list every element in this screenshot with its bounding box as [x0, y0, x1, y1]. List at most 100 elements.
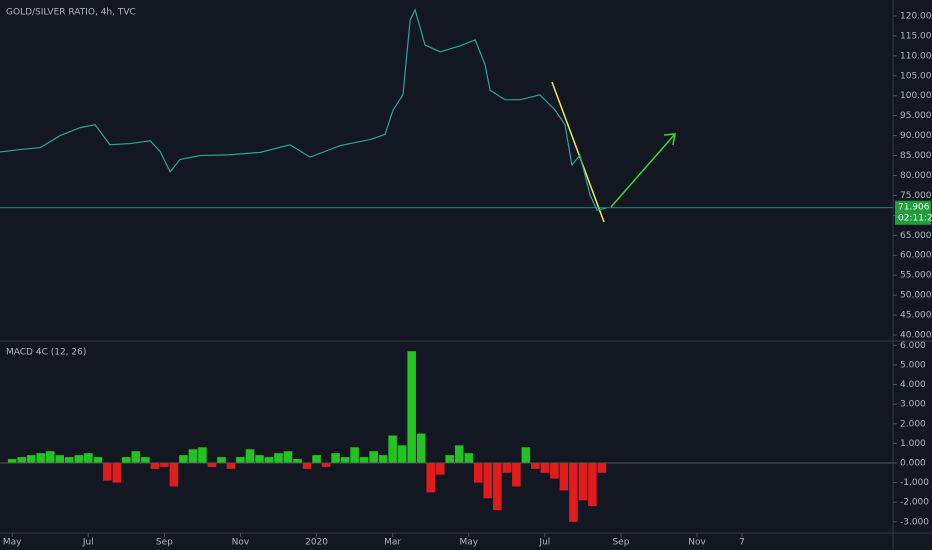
histogram-bar	[397, 445, 407, 463]
histogram-bar	[17, 457, 26, 463]
histogram-bar	[435, 462, 445, 475]
y-tick-label: 95.000	[900, 111, 932, 121]
x-tick-label: Sep	[612, 538, 629, 548]
histogram-bar	[502, 462, 512, 473]
histogram-bar	[331, 453, 340, 463]
histogram-bar	[293, 459, 302, 463]
y-tick-label: 50.000	[900, 291, 932, 301]
y-tick-label: 6.000	[900, 341, 926, 351]
histogram-bar	[103, 462, 112, 481]
histogram-bar	[388, 435, 397, 463]
x-tick-label: Nov	[688, 538, 706, 548]
histogram-bar	[531, 462, 540, 469]
histogram-bar	[45, 451, 55, 463]
x-tick-label: May	[459, 538, 478, 548]
y-tick-label: -2.000	[900, 498, 929, 508]
histogram-bar	[312, 455, 321, 463]
x-tick-label: Sep	[156, 538, 173, 548]
y-tick-label: 3.000	[900, 400, 926, 410]
y-tick-label: 60.000	[900, 251, 932, 261]
histogram-bar	[569, 462, 578, 522]
y-tick-label: 100.000	[900, 91, 932, 101]
x-tick-label: 7	[739, 538, 745, 548]
histogram-bar	[369, 451, 378, 463]
histogram-bar	[483, 462, 493, 499]
histogram-bar	[359, 457, 369, 463]
y-tick-label: 85.000	[900, 151, 932, 161]
histogram-bar	[264, 457, 274, 463]
histogram-bar	[578, 462, 588, 501]
y-tick-label: 105.000	[900, 71, 932, 81]
y-tick-label: 45.000	[900, 311, 932, 321]
y-tick-label: 80.000	[900, 171, 932, 181]
histogram-bar	[559, 462, 569, 491]
y-tick-label: 5.000	[900, 360, 926, 370]
histogram-bar	[64, 457, 74, 463]
price-line	[0, 8, 608, 211]
histogram-bar	[160, 462, 169, 467]
histogram-bar	[198, 447, 207, 463]
histogram-bar	[407, 351, 416, 463]
x-tick-label: Mar	[384, 538, 401, 548]
x-tick-label: Nov	[232, 538, 250, 548]
histogram-bar	[7, 459, 17, 463]
histogram-bar	[302, 462, 312, 469]
x-tick-label: Jul	[82, 538, 94, 548]
histogram-bar	[83, 453, 93, 463]
y-tick-label: -1.000	[900, 478, 929, 488]
histogram-bar	[274, 453, 283, 463]
histogram-bar	[493, 462, 502, 511]
histogram-bar	[245, 449, 255, 463]
histogram-bar	[540, 462, 550, 473]
histogram-bar	[226, 462, 236, 469]
histogram-bar	[150, 462, 160, 469]
countdown-label: 02:11:22	[898, 213, 932, 223]
histogram-bar	[207, 462, 217, 467]
histogram-bar	[217, 457, 226, 463]
arrow-head	[663, 133, 676, 146]
histogram-bar	[141, 457, 150, 463]
last-price-box	[895, 200, 931, 225]
histogram-bar	[464, 453, 474, 463]
y-tick-label: 115.000	[900, 31, 932, 41]
histogram-bar	[93, 457, 103, 463]
y-tick-label: 4.000	[900, 380, 926, 390]
histogram-bar	[36, 453, 45, 463]
histogram-bar	[416, 433, 426, 463]
histogram-bar	[550, 462, 559, 479]
y-tick-label: 1.000	[900, 439, 926, 449]
histogram-bar	[378, 455, 388, 463]
histogram-bar	[26, 455, 36, 463]
trend-line	[551, 81, 605, 223]
histogram-bar	[131, 451, 141, 463]
y-tick-label: 55.000	[900, 271, 932, 281]
y-tick-label: 0.000	[900, 458, 926, 468]
y-tick-label: 120.000	[900, 11, 932, 21]
histogram-bar	[445, 455, 455, 463]
x-tick-label: May	[3, 538, 22, 548]
y-tick-label: 110.000	[900, 51, 932, 61]
histogram-bar	[340, 457, 350, 463]
y-tick-label: 2.000	[900, 419, 926, 429]
histogram-bar	[122, 457, 131, 463]
x-tick-label: Jul	[538, 538, 550, 548]
y-tick-label: 75.000	[900, 191, 932, 201]
histogram-bar	[255, 455, 264, 463]
histogram-bar	[597, 462, 607, 473]
x-tick-label: 2020	[305, 538, 328, 548]
histogram-bar	[236, 457, 245, 463]
histogram-bar	[283, 451, 293, 463]
histogram-bar	[188, 449, 198, 463]
arrow	[610, 133, 676, 208]
histogram-bar	[588, 462, 597, 507]
y-tick-label: 40.000	[900, 331, 932, 341]
histogram-bar	[169, 462, 179, 487]
histogram-bar	[521, 447, 531, 463]
histogram-bar	[55, 455, 65, 463]
y-tick-label: 65.000	[900, 231, 932, 241]
histogram-bar	[473, 462, 483, 483]
histogram-bar	[179, 455, 188, 463]
